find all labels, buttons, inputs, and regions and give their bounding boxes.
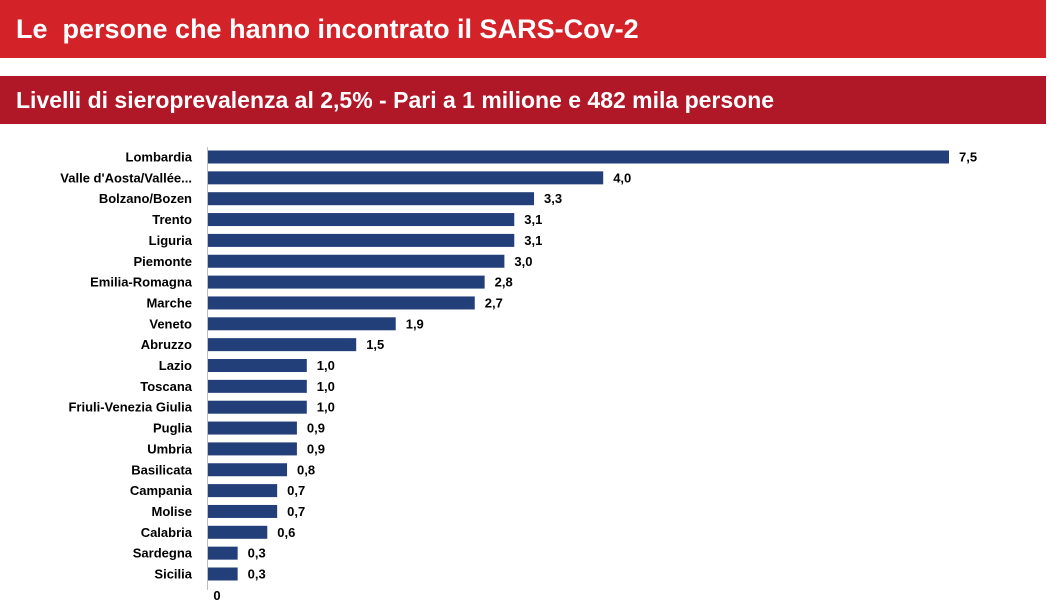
category-label: Basilicata (131, 462, 192, 477)
page-title-banner: Le persone che hanno incontrato il SARS-… (0, 0, 1046, 58)
value-label: 7,5 (959, 150, 977, 165)
value-label: 3,1 (524, 233, 542, 248)
bar (208, 213, 515, 227)
category-label: Calabria (141, 525, 193, 540)
value-label: 2,7 (485, 295, 503, 310)
category-label: Lombardia (126, 150, 193, 165)
category-label: Friuli-Venezia Giulia (68, 400, 192, 415)
category-label: Puglia (153, 421, 193, 436)
value-label: 2,8 (495, 275, 513, 290)
category-label: Sardegna (133, 546, 193, 561)
bar (208, 359, 307, 372)
bar (208, 192, 535, 206)
category-label: Umbria (147, 441, 193, 456)
category-label: Lazio (159, 358, 192, 373)
value-label: 0,7 (287, 504, 305, 519)
value-label: 0,9 (307, 421, 325, 436)
bar (208, 400, 307, 414)
category-label: Emilia-Romagna (90, 275, 193, 290)
value-label: 0,3 (248, 567, 266, 582)
bar (208, 484, 278, 498)
category-label: Bolzano/Bozen (99, 191, 192, 206)
page-subtitle: Livelli di sieroprevalenza al 2,5% - Par… (16, 86, 775, 113)
value-label: 4,0 (613, 170, 631, 185)
value-label: 0,9 (307, 441, 325, 456)
bar (208, 254, 505, 268)
value-label: 1,5 (366, 337, 384, 352)
value-label: 1,0 (317, 358, 335, 373)
bar (208, 338, 357, 352)
x-tick-label: 0 (213, 588, 220, 602)
value-label: 3,3 (544, 191, 562, 206)
category-label: Abruzzo (141, 337, 192, 352)
category-label: Trento (152, 212, 192, 227)
value-label: 1,9 (406, 316, 424, 331)
category-label: Piemonte (133, 254, 192, 269)
page-title: Le persone che hanno incontrato il SARS-… (16, 13, 639, 44)
category-label: Sicilia (154, 567, 192, 582)
value-label: 0,8 (297, 462, 315, 477)
category-label: Veneto (149, 316, 192, 331)
value-label: 0,3 (248, 546, 266, 561)
value-label: 3,1 (524, 212, 542, 227)
bar (208, 525, 268, 539)
value-label: 0,6 (277, 525, 295, 540)
bar (208, 567, 238, 581)
category-label: Toscana (140, 379, 193, 394)
bar (208, 275, 485, 289)
category-label: Liguria (149, 233, 193, 248)
bar (208, 150, 949, 164)
value-label: 0,7 (287, 483, 305, 498)
category-label: Valle d'Aosta/Vallée... (60, 170, 192, 185)
bar (208, 171, 604, 185)
bar (208, 442, 297, 456)
bar (208, 504, 278, 518)
bar (208, 546, 238, 560)
bar (208, 421, 297, 435)
value-label: 3,0 (514, 254, 532, 269)
value-label: 1,0 (317, 379, 335, 394)
bar (208, 379, 307, 393)
category-label: Molise (152, 504, 192, 519)
subtitle-banner: Livelli di sieroprevalenza al 2,5% - Par… (0, 76, 1046, 124)
bar (208, 296, 475, 310)
category-label: Campania (130, 483, 193, 498)
bar (208, 233, 515, 247)
bar (208, 463, 288, 477)
bar (208, 317, 396, 331)
category-label: Marche (146, 295, 192, 310)
value-label: 1,0 (317, 400, 335, 415)
bar-chart: Lombardia 7,5 Valle d'Aosta/Vallée... 4,0 Bo… (60, 147, 977, 602)
